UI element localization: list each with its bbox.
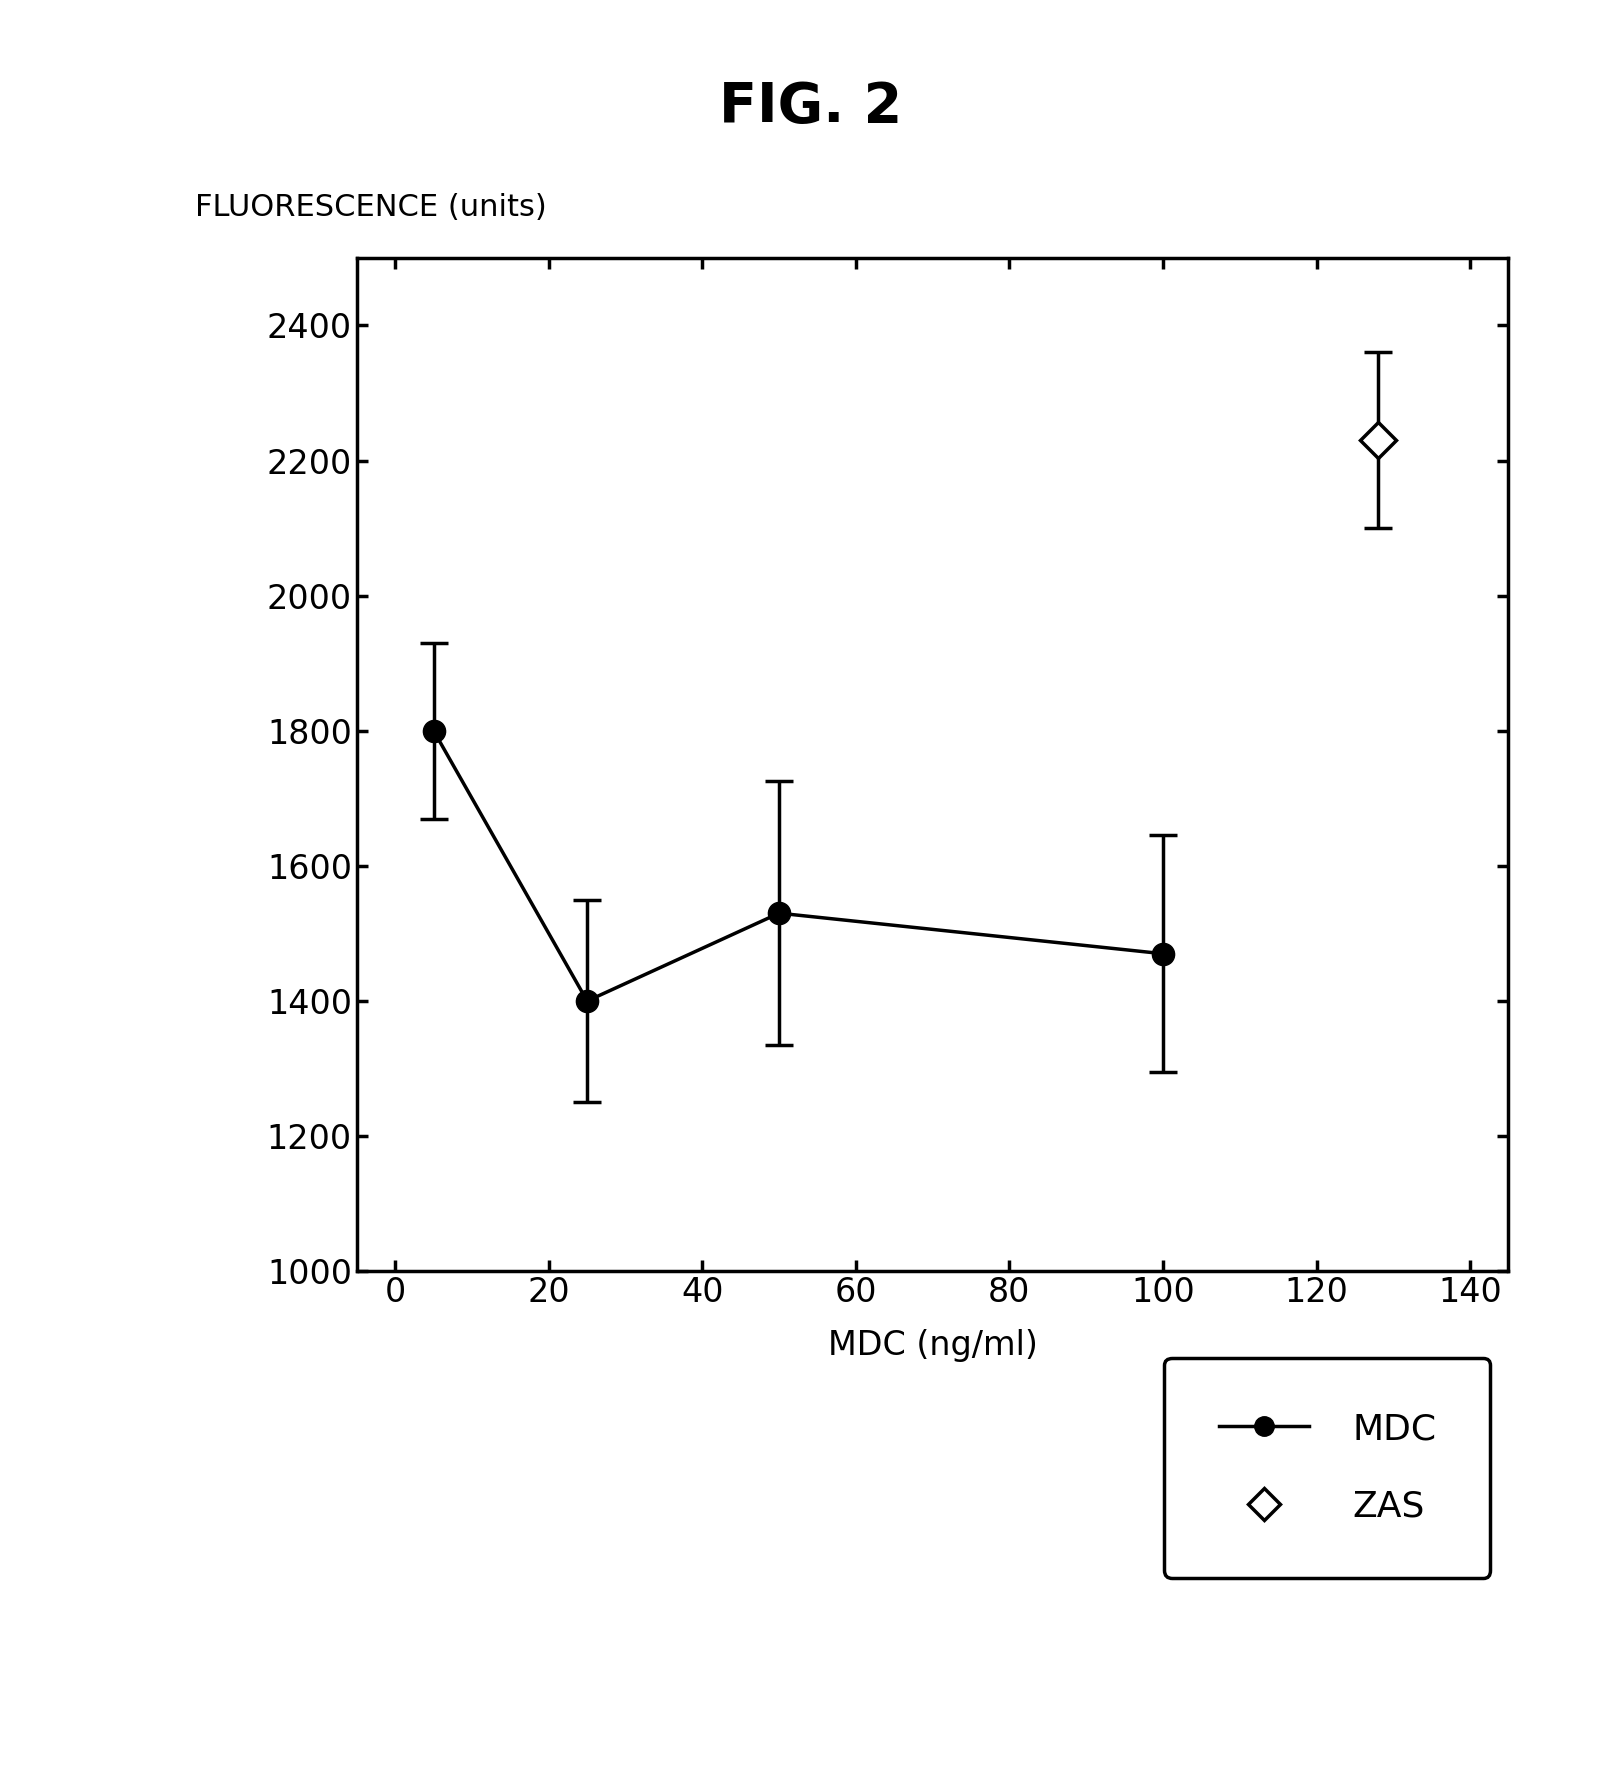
- Text: FIG. 2: FIG. 2: [720, 80, 902, 133]
- Text: FLUORESCENCE (units): FLUORESCENCE (units): [195, 194, 547, 222]
- X-axis label: MDC (ng/ml): MDC (ng/ml): [827, 1328, 1038, 1362]
- Legend: MDC, ZAS: MDC, ZAS: [1165, 1358, 1491, 1577]
